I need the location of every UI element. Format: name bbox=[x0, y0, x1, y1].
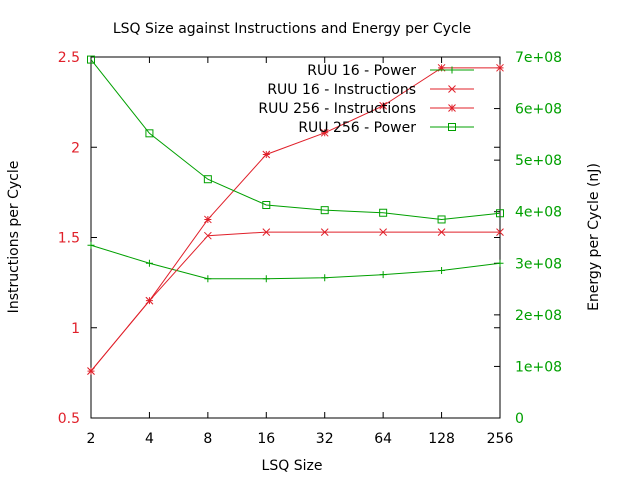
left-tick-label: 1 bbox=[71, 321, 80, 337]
right-tick-label: 5e+08 bbox=[515, 153, 562, 169]
data-point bbox=[320, 206, 329, 215]
legend-swatch-marker bbox=[448, 85, 456, 93]
right-tick-label: 4e+08 bbox=[515, 205, 562, 221]
data-point bbox=[145, 296, 154, 305]
x-tick-label: 16 bbox=[257, 431, 275, 447]
legend-label: RUU 16 - Instructions bbox=[267, 82, 416, 98]
right-tick-label: 7e+08 bbox=[515, 50, 562, 66]
data-point bbox=[262, 275, 270, 283]
series-layer bbox=[87, 55, 504, 375]
data-point bbox=[321, 274, 329, 282]
data-point bbox=[262, 201, 271, 210]
left-axis-label: Instructions per Cycle bbox=[6, 161, 22, 314]
left-axis: 0.5 1 1.5 2 2.5 bbox=[58, 50, 500, 427]
data-point bbox=[438, 267, 446, 275]
x-axis: 2 4 8 16 32 64 128 256 bbox=[87, 57, 514, 447]
data-point bbox=[320, 228, 329, 236]
data-point bbox=[437, 63, 446, 72]
data-point bbox=[204, 215, 212, 224]
legend-label: RUU 256 - Instructions bbox=[258, 101, 416, 117]
data-point bbox=[204, 275, 212, 283]
legend-swatch-marker bbox=[448, 123, 456, 131]
data-point bbox=[204, 231, 212, 240]
legend-swatch-marker bbox=[448, 66, 456, 74]
right-axis-label: Energy per Cycle (nJ) bbox=[586, 163, 602, 311]
legend-label: RUU 16 - Power bbox=[307, 63, 416, 79]
x-tick-label: 8 bbox=[203, 431, 212, 447]
data-point bbox=[496, 259, 504, 267]
right-axis: 0 1e+08 2e+08 3e+08 4e+08 5e+08 6e+08 7e+08 bbox=[494, 50, 562, 427]
left-tick-label: 0.5 bbox=[58, 411, 80, 427]
right-tick-label: 2e+08 bbox=[515, 308, 562, 324]
data-point bbox=[496, 63, 504, 72]
data-point bbox=[203, 175, 212, 184]
right-tick-label: 6e+08 bbox=[515, 102, 562, 118]
data-point bbox=[87, 55, 95, 64]
right-tick-label: 3e+08 bbox=[515, 256, 562, 272]
x-tick-label: 64 bbox=[374, 431, 392, 447]
series-3 bbox=[87, 63, 504, 375]
data-point bbox=[379, 208, 388, 217]
x-axis-label: LSQ Size bbox=[262, 458, 323, 474]
data-point bbox=[379, 271, 387, 279]
data-point bbox=[379, 101, 387, 110]
data-point bbox=[262, 228, 271, 236]
left-tick-label: 2.5 bbox=[58, 50, 80, 66]
right-tick-label: 0 bbox=[515, 411, 524, 427]
legend-label: RUU 256 - Power bbox=[298, 120, 416, 136]
series-4 bbox=[87, 55, 504, 224]
x-tick-label: 32 bbox=[316, 431, 334, 447]
chart-title: LSQ Size against Instructions and Energy… bbox=[113, 21, 471, 37]
data-point bbox=[496, 209, 504, 218]
series-line bbox=[90, 59, 501, 220]
data-point bbox=[437, 228, 446, 236]
series-line bbox=[90, 231, 500, 372]
data-point bbox=[437, 215, 446, 224]
legend-swatch-marker bbox=[448, 104, 456, 112]
right-tick-label: 1e+08 bbox=[515, 359, 562, 375]
x-tick-label: 128 bbox=[428, 431, 455, 447]
series-line bbox=[90, 67, 500, 372]
data-point bbox=[379, 228, 387, 236]
x-tick-label: 4 bbox=[145, 431, 154, 447]
data-point bbox=[145, 259, 153, 267]
legend: RUU 16 - Power RUU 16 - Instructions RUU 2… bbox=[258, 63, 474, 136]
data-point bbox=[87, 367, 95, 375]
data-point bbox=[320, 128, 329, 137]
data-point bbox=[87, 241, 95, 249]
x-tick-label: 256 bbox=[487, 431, 514, 447]
data-point bbox=[145, 129, 154, 138]
data-point bbox=[496, 228, 504, 236]
series-1 bbox=[87, 241, 504, 283]
left-tick-label: 1.5 bbox=[58, 231, 80, 247]
data-point bbox=[262, 150, 271, 159]
left-tick-label: 2 bbox=[71, 140, 80, 156]
x-tick-label: 2 bbox=[87, 431, 96, 447]
series-line bbox=[90, 244, 501, 280]
